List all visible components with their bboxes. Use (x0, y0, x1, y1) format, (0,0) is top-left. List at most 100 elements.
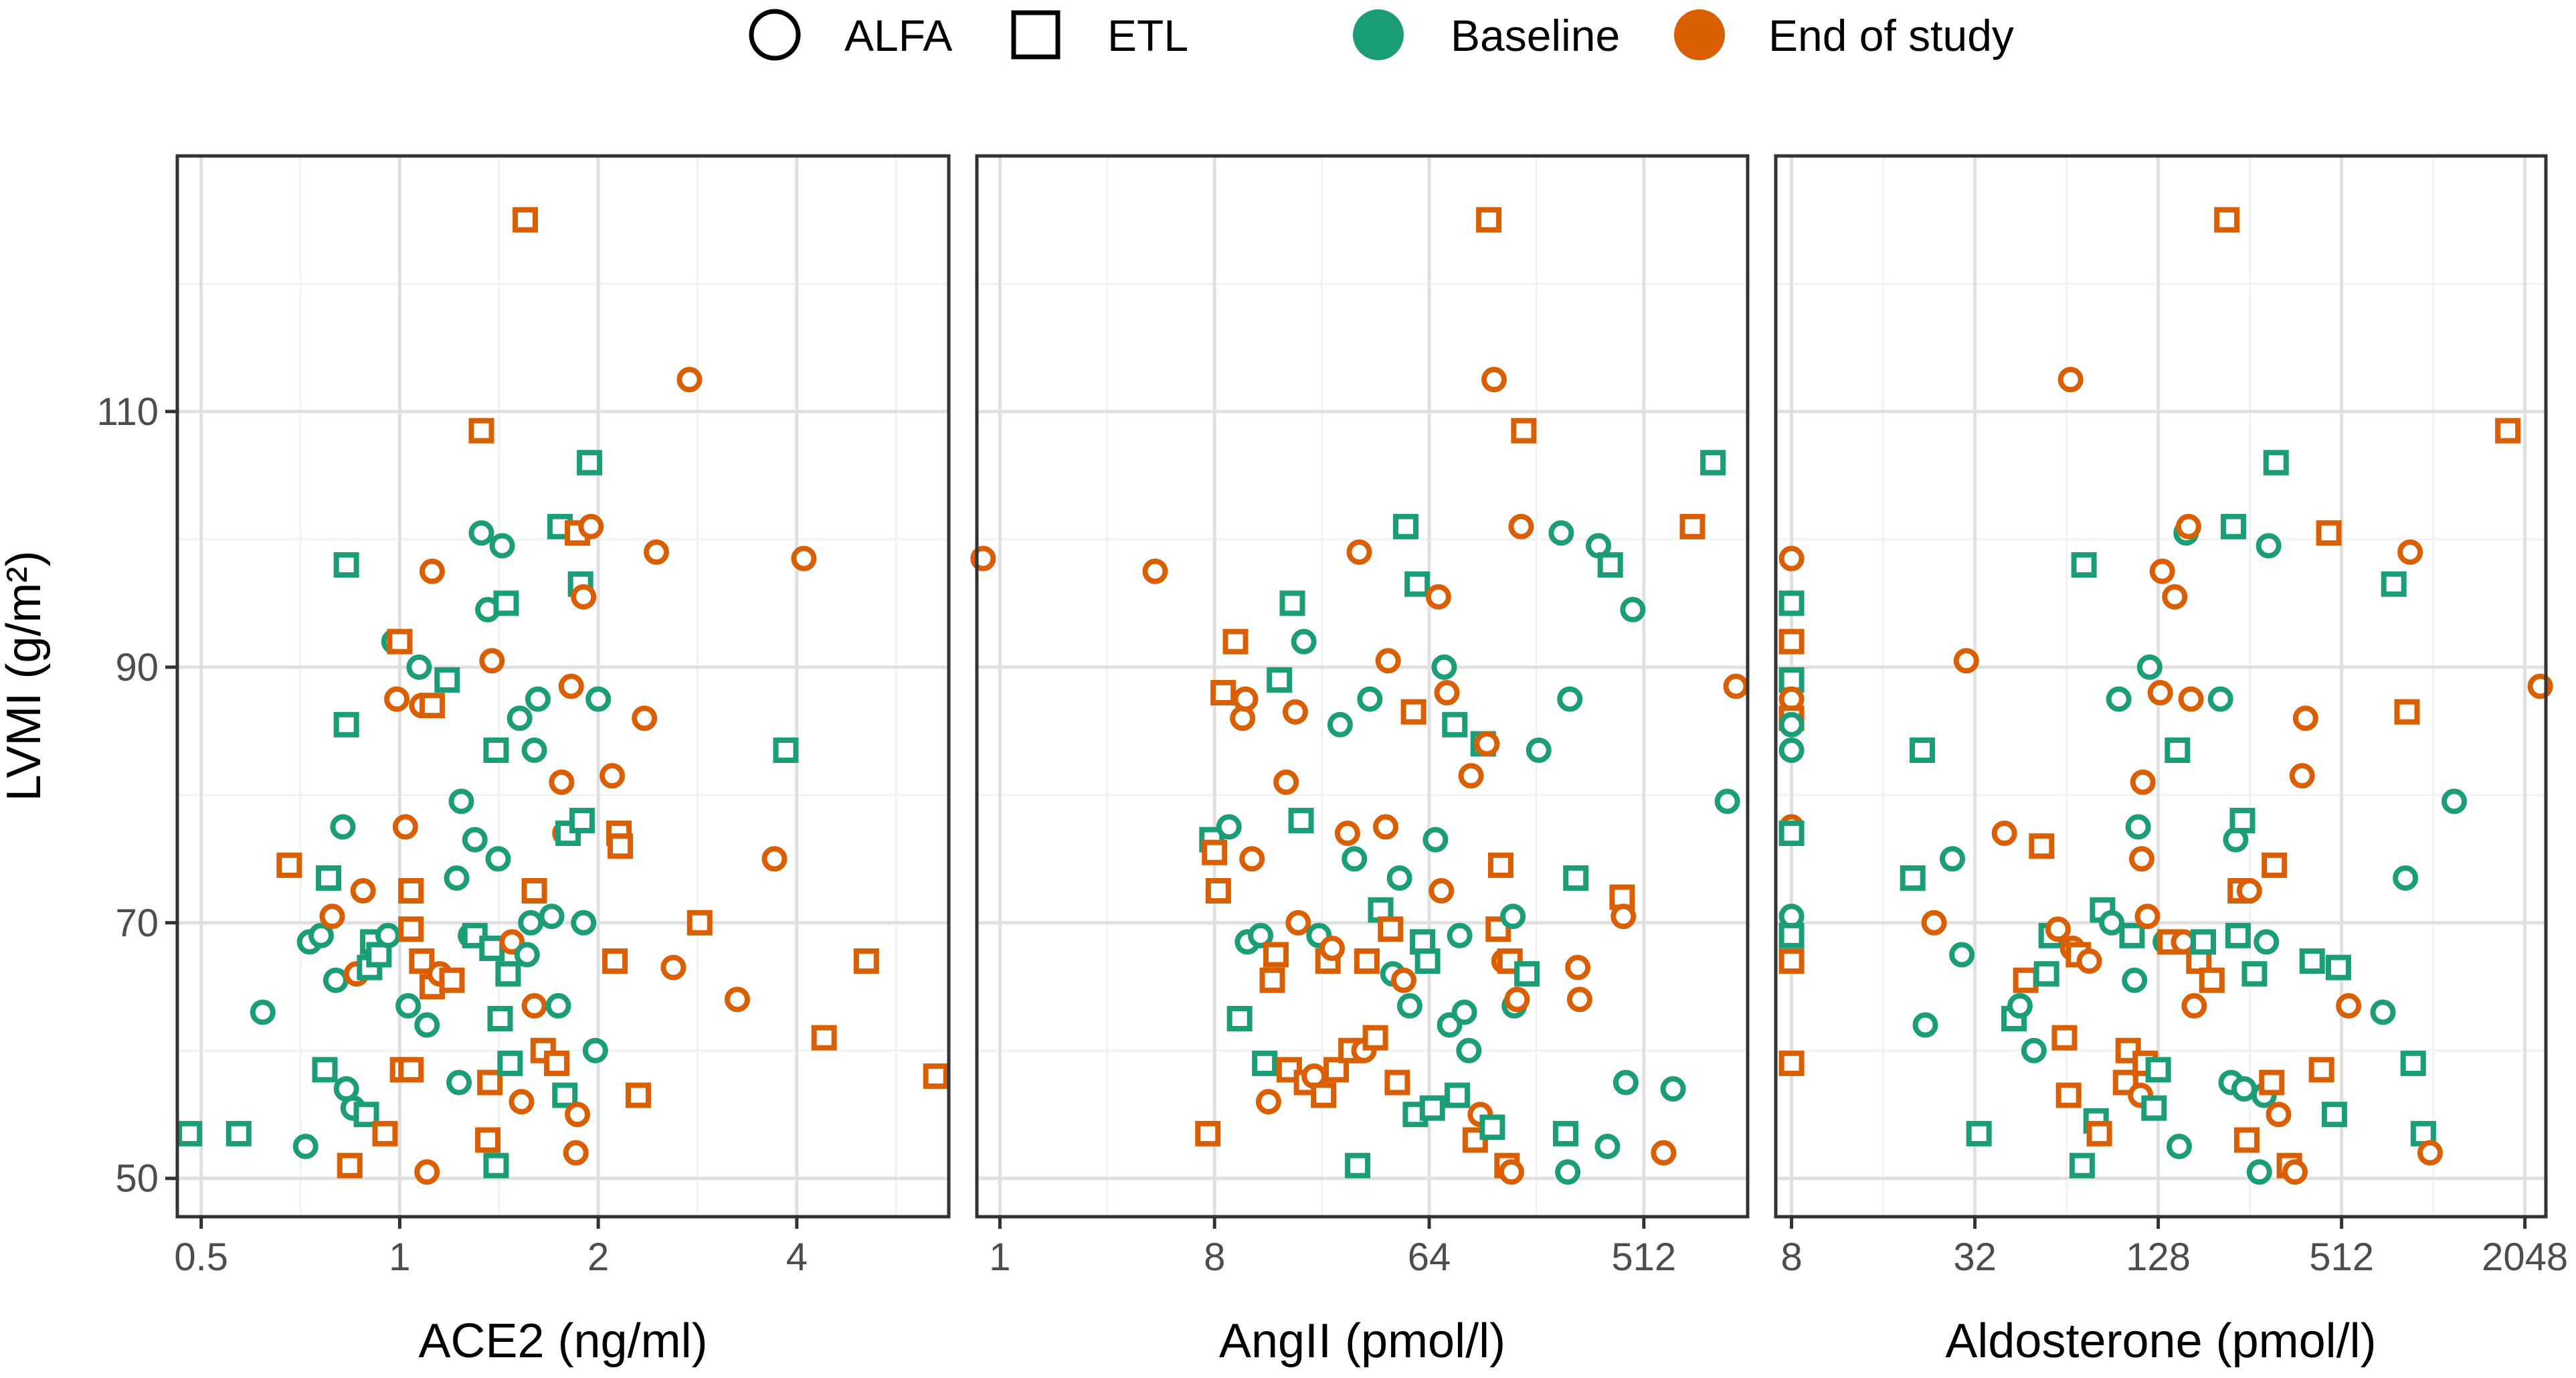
x-tick-label: 2048 (2482, 1235, 2568, 1279)
x-axis-title: Aldosterone (pmol/l) (1945, 1314, 2376, 1368)
end-of-study-etl-point (1487, 852, 1513, 878)
legend-label-baseline: Baseline (1451, 11, 1620, 60)
baseline-etl-point (366, 942, 392, 968)
baseline-alfa-point (1216, 814, 1242, 840)
baseline-alfa-point (414, 1012, 440, 1038)
baseline-alfa-point (2207, 686, 2233, 712)
baseline-etl-point (312, 1057, 338, 1083)
x-tick-label: 512 (1611, 1235, 1676, 1279)
baseline-alfa-point (406, 654, 432, 680)
end-of-study-alfa-point (1232, 686, 1259, 712)
baseline-alfa-point (468, 520, 494, 546)
end-of-study-alfa-point (1425, 584, 1451, 610)
baseline-alfa-point (1949, 942, 1975, 968)
baseline-etl-point (493, 590, 519, 616)
baseline-alfa-point (521, 737, 547, 763)
baseline-alfa-point (1342, 846, 1368, 872)
end-of-study-etl-point (2086, 1120, 2112, 1146)
baseline-etl-point (1279, 590, 1305, 616)
baseline-etl-point (1778, 821, 1805, 847)
baseline-alfa-point (525, 686, 551, 712)
baseline-etl-point (483, 1152, 509, 1179)
panel-aldosterone: 8 32 128 512 2048 Aldosterone (pmol/l) (1774, 154, 2568, 1368)
end-of-study-etl-point (1476, 207, 1502, 233)
end-of-study-alfa-point (1434, 680, 1460, 706)
data-points (1778, 207, 2553, 1185)
end-of-study-alfa-point (660, 954, 686, 980)
end-of-study-alfa-point (1565, 954, 1591, 980)
baseline-alfa-point (330, 814, 356, 840)
baseline-alfa-point (250, 999, 276, 1025)
end-of-study-etl-point (398, 878, 424, 904)
baseline-alfa-point (323, 967, 349, 993)
end-of-study-etl-point (521, 878, 547, 904)
baseline-alfa-point (1500, 903, 1526, 930)
x-tick-label: 64 (1408, 1235, 1451, 1279)
end-of-study-alfa-point (1566, 986, 1592, 1013)
baseline-alfa-point (2125, 814, 2151, 840)
baseline-alfa-point (2231, 1076, 2257, 1102)
baseline-etl-point (1404, 571, 1431, 597)
end-of-study-dot-icon (1674, 9, 1725, 60)
end-of-study-etl-point (1202, 839, 1228, 865)
baseline-etl-point (2119, 922, 2145, 948)
baseline-alfa-point (2122, 967, 2148, 993)
panel-angii: 1 8 64 512 AngII (pmol/l) (970, 154, 1750, 1368)
end-of-study-etl-point (1400, 699, 1427, 725)
end-of-study-alfa-point (521, 993, 547, 1019)
baseline-alfa-point (507, 705, 533, 731)
baseline-alfa-point (2246, 1159, 2272, 1185)
end-of-study-etl-point (1311, 1082, 1337, 1108)
baseline-etl-point (2220, 513, 2246, 539)
baseline-etl-point (483, 737, 509, 763)
baseline-alfa-point (2007, 993, 2033, 1019)
end-of-study-alfa-point (1373, 814, 1399, 840)
baseline-alfa-point (1714, 788, 1740, 814)
end-of-study-alfa-point (565, 1102, 591, 1128)
baseline-alfa-point (1248, 922, 1274, 948)
end-of-study-etl-point (2051, 1025, 2078, 1051)
baseline-alfa-point (395, 993, 422, 1019)
end-of-study-etl-point (1497, 948, 1523, 974)
end-of-study-alfa-point (1458, 763, 1484, 789)
end-of-study-etl-point (625, 1082, 651, 1108)
baseline-etl-point (1909, 737, 1935, 763)
baseline-etl-point (487, 1006, 513, 1032)
end-of-study-alfa-point (1282, 699, 1308, 725)
end-of-study-alfa-point (414, 1159, 440, 1185)
baseline-alfa-point (485, 846, 511, 872)
end-of-study-etl-point (409, 948, 435, 974)
end-of-study-etl-point (439, 967, 465, 993)
baseline-alfa-point (539, 903, 565, 930)
baseline-alfa-point (1422, 827, 1449, 853)
x-tick-label: 512 (2309, 1235, 2374, 1279)
baseline-etl-point (1778, 922, 1805, 948)
baseline-dot-icon (1353, 9, 1404, 60)
x-tick-label: 1 (989, 1235, 1010, 1279)
baseline-alfa-point (585, 686, 612, 712)
baseline-alfa-point (1613, 1069, 1639, 1096)
end-of-study-etl-point (811, 1025, 837, 1051)
baseline-etl-point (1226, 1006, 1253, 1032)
end-of-study-alfa-point (1319, 935, 1346, 961)
end-of-study-etl-point (2233, 1127, 2260, 1153)
data-points (970, 207, 1749, 1185)
baseline-etl-point (225, 1120, 252, 1146)
end-of-study-alfa-point (558, 673, 584, 699)
end-of-study-alfa-point (2162, 584, 2188, 610)
end-of-study-alfa-point (1611, 903, 1637, 930)
baseline-etl-point (1700, 450, 1726, 476)
end-of-study-alfa-point (791, 545, 817, 572)
end-of-study-alfa-point (1498, 1159, 1524, 1185)
baseline-etl-point (333, 552, 359, 578)
end-of-study-alfa-point (571, 584, 597, 610)
baseline-alfa-point (446, 1069, 472, 1096)
baseline-etl-point (1514, 961, 1540, 987)
baseline-alfa-point (2256, 533, 2282, 559)
baseline-etl-point (2191, 929, 2217, 955)
baseline-etl-point (2069, 1152, 2095, 1179)
end-of-study-etl-point (468, 418, 494, 444)
end-of-study-alfa-point (1390, 967, 1416, 993)
end-of-study-alfa-point (2178, 686, 2204, 712)
end-of-study-alfa-point (1239, 846, 1265, 872)
